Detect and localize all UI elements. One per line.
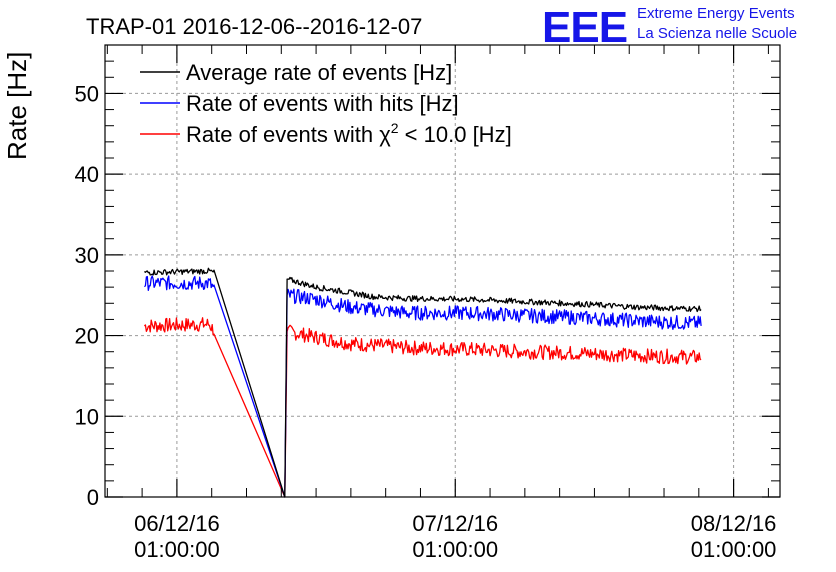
logo-line-2: La Scienza nelle Scuole	[637, 25, 797, 42]
y-tick-label: 40	[75, 162, 99, 187]
x-tick-date: 07/12/16	[412, 511, 498, 536]
chart-title: TRAP-01 2016-12-06--2016-12-07	[86, 14, 422, 39]
axes-ticks: 0102030405006/12/1601:00:0007/12/1601:00…	[75, 44, 780, 562]
x-tick-time: 01:00:00	[691, 537, 777, 562]
y-tick-label: 0	[87, 485, 99, 510]
y-axis-label: Rate [Hz]	[2, 52, 32, 160]
grid-lines	[105, 45, 780, 497]
eee-logo: EEE Extreme Energy Events La Scienza nel…	[542, 3, 797, 52]
series-line-0	[143, 267, 702, 498]
x-tick-time: 01:00:00	[412, 537, 498, 562]
legend-label-chi2: Rate of events with χ2 < 10.0 [Hz]	[186, 120, 512, 147]
series-line-1	[143, 275, 702, 498]
x-tick-date: 06/12/16	[134, 511, 220, 536]
x-tick-time: 01:00:00	[134, 537, 220, 562]
legend: Average rate of events [Hz] Rate of even…	[140, 60, 512, 147]
logo-mark: EEE	[542, 3, 627, 52]
x-tick-date: 08/12/16	[691, 511, 777, 536]
y-tick-label: 30	[75, 243, 99, 268]
y-tick-label: 50	[75, 81, 99, 106]
y-tick-label: 20	[75, 324, 99, 349]
series-line-2	[143, 317, 702, 498]
logo-line-1: Extreme Energy Events	[637, 5, 795, 22]
y-tick-label: 10	[75, 404, 99, 429]
series-group	[143, 267, 702, 498]
legend-label-hits: Rate of events with hits [Hz]	[186, 91, 459, 116]
legend-label-average: Average rate of events [Hz]	[186, 60, 452, 85]
